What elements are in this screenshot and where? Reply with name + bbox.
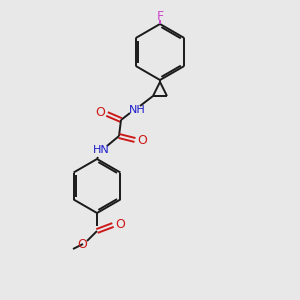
Text: NH: NH xyxy=(129,105,146,115)
Text: HN: HN xyxy=(93,145,110,155)
Text: F: F xyxy=(156,10,164,22)
Text: O: O xyxy=(77,238,87,250)
Text: O: O xyxy=(137,134,147,146)
Text: O: O xyxy=(95,106,105,119)
Text: O: O xyxy=(115,218,125,232)
